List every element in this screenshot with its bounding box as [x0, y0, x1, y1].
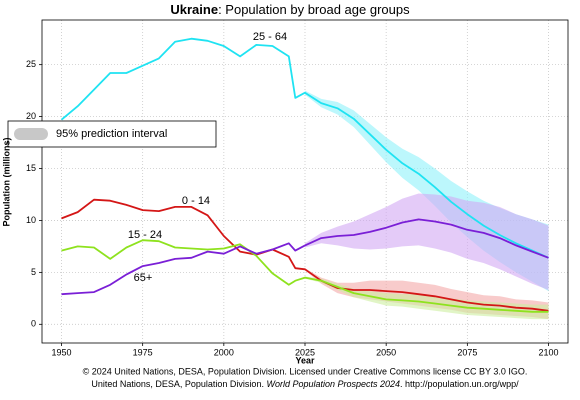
series-label: 15 - 24	[128, 229, 162, 241]
x-tick-label: 2050	[376, 347, 396, 357]
credit-line: © 2024 United Nations, DESA, Population …	[83, 366, 528, 376]
plot-background	[42, 20, 568, 343]
legend-swatch	[14, 128, 48, 140]
series-label: 65+	[134, 272, 153, 284]
series-line	[60, 37, 549, 259]
x-tick-label: 1950	[51, 347, 71, 357]
y-tick-label: 5	[31, 267, 36, 277]
y-tick-label: 15	[26, 163, 36, 173]
credit-text: United Nations, DESA, Population Divisio…	[91, 379, 266, 389]
y-tick-label: 10	[26, 215, 36, 225]
x-tick-label: 1975	[133, 347, 153, 357]
title-text: : Population by broad age groups	[218, 2, 410, 17]
credit-title: World Population Prospects 2024	[266, 379, 400, 389]
x-tick-label: 2025	[295, 347, 315, 357]
y-tick-label: 25	[26, 59, 36, 69]
title-country: Ukraine	[170, 2, 218, 17]
y-axis-label: Population (millions)	[1, 138, 11, 227]
x-axis-label: Year	[295, 355, 315, 365]
y-tick-label: 20	[26, 111, 36, 121]
credit-line: United Nations, DESA, Population Divisio…	[91, 379, 519, 389]
plot-area: 1950 1975 2000 2025 2050 2075 2100051015202525…	[7, 19, 569, 357]
series-line	[61, 198, 549, 312]
chart-title: Ukraine: Population by broad age groups	[170, 2, 410, 17]
series-label: 0 - 14	[182, 195, 210, 207]
prediction-band	[305, 193, 549, 291]
x-tick-label: 2075	[457, 347, 477, 357]
legend-label: 95% prediction interval	[56, 128, 167, 140]
series-line	[61, 239, 549, 313]
y-tick-label: 0	[31, 319, 36, 329]
x-tick-label: 2000	[214, 347, 234, 357]
plot-frame	[41, 19, 569, 344]
credit-text: . http://population.un.org/wpp/	[400, 379, 519, 389]
series-label: 25 - 64	[253, 31, 287, 43]
series-line	[61, 218, 549, 296]
x-tick-label: 2100	[539, 347, 559, 357]
